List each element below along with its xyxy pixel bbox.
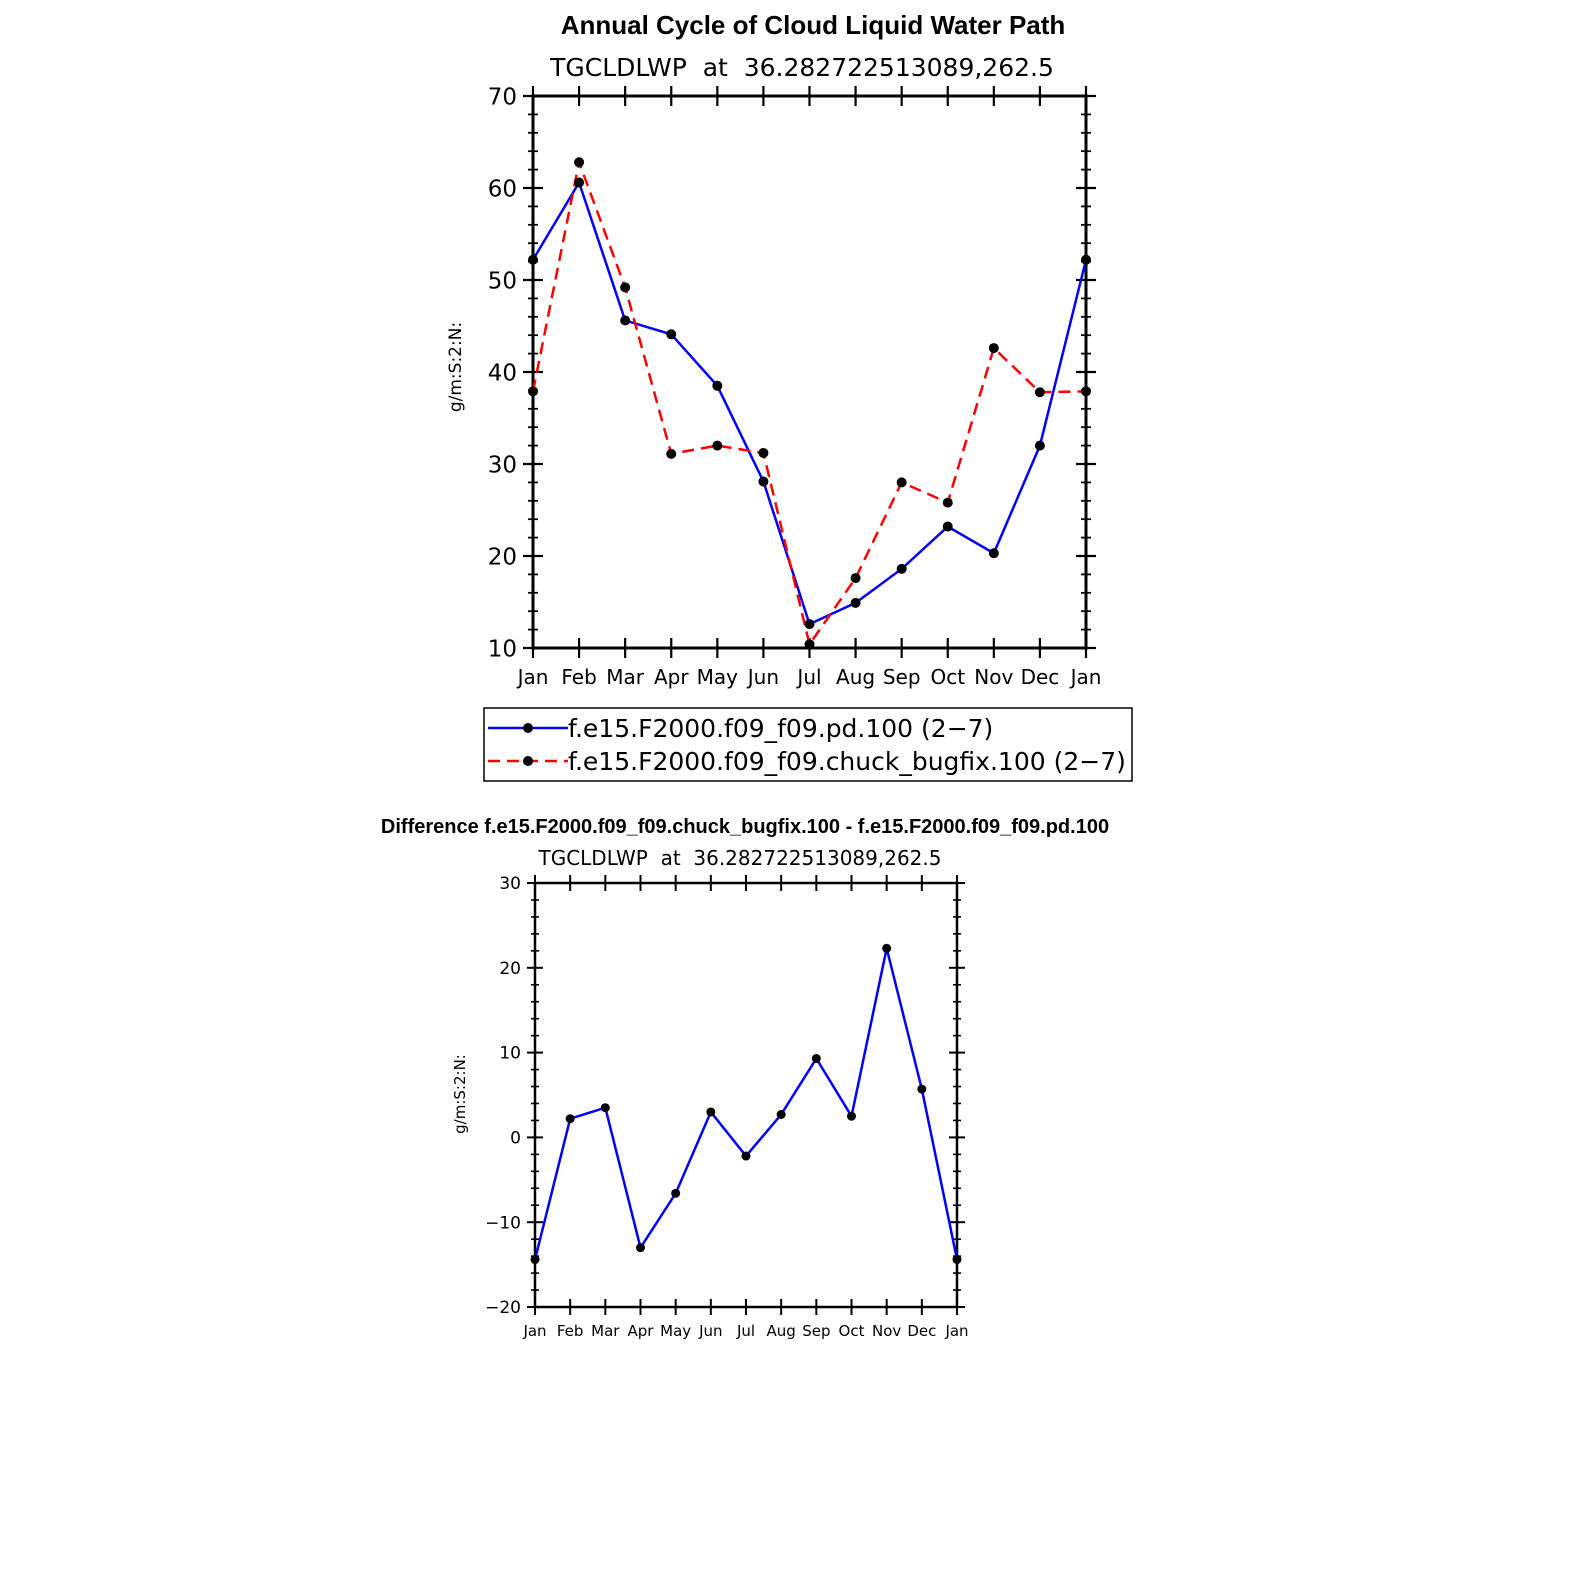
chart2-series-1-point	[636, 1243, 645, 1253]
chart2-ytick-label: −20	[485, 1298, 521, 1318]
chart1-series-2-point	[1081, 386, 1091, 397]
chart1-series-2-point	[666, 448, 677, 459]
chart1-xtick-label: Jul	[795, 665, 821, 689]
chart1-series-1-point	[850, 597, 861, 608]
chart1-y-axis-label: g/m:S:2:N:	[446, 322, 466, 412]
chart1-series-1-line	[531, 181, 1088, 626]
chart2-xtick-label: Apr	[628, 1322, 655, 1340]
chart2-xtick-label: Jan	[522, 1322, 546, 1340]
chart2-series-1-point	[776, 1110, 786, 1120]
chart2-xtick-label: May	[660, 1322, 691, 1340]
chart1-series-2-point	[850, 573, 861, 584]
legend-label-series-1: f.e15.F2000.f09_f09.pd.100 (2−7)	[568, 714, 993, 743]
chart1-xtick-label: May	[697, 665, 739, 689]
chart1-subtitle: TGCLDLWP at 36.282722513089,262.5	[549, 53, 1054, 82]
chart2-xtick-label: Feb	[557, 1322, 584, 1340]
chart1-series-2-point	[528, 386, 538, 397]
legend-marker-series-1	[523, 723, 533, 733]
chart1-xtick-label: Dec	[1021, 665, 1060, 689]
chart1-series-2-point	[620, 282, 631, 293]
chart2-series-1-point	[530, 1255, 540, 1265]
chart1-ytick-label: 10	[488, 636, 517, 662]
chart1-series-2-point	[896, 477, 907, 488]
chart2-xtick-label: Jan	[944, 1322, 968, 1340]
chart1-xtick-label: Apr	[654, 665, 689, 689]
chart2-series-1-point	[847, 1111, 856, 1121]
chart2-ytick-label: 10	[499, 1044, 521, 1064]
chart1-ytick-label: 60	[488, 176, 517, 202]
chart1-legend: f.e15.F2000.f09_f09.pd.100 (2−7) f.e15.F…	[483, 707, 1133, 782]
chart2-series-1-point	[600, 1103, 610, 1113]
chart2-ytick-label: −10	[485, 1213, 521, 1233]
chart1-series-2-point	[804, 639, 815, 650]
chart2-xtick-label: Jun	[698, 1322, 722, 1340]
chart2-series-1-line	[533, 947, 959, 1260]
chart2-series-1-point	[811, 1054, 821, 1064]
chart1-series-1-point	[942, 521, 953, 532]
chart1-xtick-label: Jan	[1069, 665, 1102, 689]
chart2-xtick-label: Oct	[839, 1322, 865, 1340]
chart1-series-2-point	[758, 447, 769, 458]
chart2-series-1-point	[741, 1151, 751, 1161]
chart1-series-1-point	[620, 315, 631, 326]
chart1-series-2-line	[531, 160, 1087, 646]
chart1-series-1-point	[574, 177, 585, 188]
chart1-ytick-label: 70	[488, 84, 517, 110]
chart1-series-1-point	[1034, 440, 1045, 451]
chart2-plot: −20 −10 0 10 20 30 Jan Feb Mar Apr May Jun Jul Aug Sep…	[485, 874, 968, 1340]
chart1-title: Annual Cycle of Cloud Liquid Water Path	[561, 10, 1066, 40]
legend-marker-series-2	[523, 756, 533, 766]
chart2-xtick-label: Mar	[591, 1322, 620, 1340]
chart1-ytick-label: 40	[488, 360, 517, 386]
chart1-plot: 10 20 30 40 50 60 70 Jan Feb Mar Apr May Jun Jul Aug Se…	[488, 84, 1102, 689]
chart1-series-1-point	[528, 254, 538, 265]
chart1-xtick-label: Oct	[930, 665, 965, 689]
chart1-series-1-point	[712, 380, 723, 391]
chart1-ytick-label: 50	[488, 268, 517, 294]
chart1-series-1-point	[896, 563, 907, 574]
chart1-ytick-label: 30	[488, 452, 517, 478]
chart2-y-axis-label: g/m:S:2:N:	[451, 1054, 469, 1134]
chart1-series-2-point	[712, 440, 723, 451]
chart2-series-1-point	[882, 943, 892, 953]
chart2-xtick-label: Jul	[736, 1322, 755, 1340]
chart2-series-1-point	[952, 1255, 962, 1265]
chart1-xtick-label: Mar	[606, 665, 645, 689]
legend-label-series-2: f.e15.F2000.f09_f09.chuck_bugfix.100 (2−…	[568, 747, 1126, 776]
chart1-series-1-point	[758, 476, 769, 487]
legend-box	[483, 707, 1133, 782]
chart1-series-1-point	[804, 619, 815, 630]
chart2-ytick-label: 30	[499, 874, 521, 894]
chart1-series-1-point	[1081, 254, 1091, 265]
chart2-series-1-point	[671, 1188, 681, 1198]
chart1-series-2-point	[988, 343, 999, 354]
chart1-xtick-label: Jan	[516, 665, 549, 689]
chart1-xtick-label: Feb	[561, 665, 596, 689]
chart2-series-1-point	[565, 1114, 575, 1124]
chart2-series-1-point	[706, 1107, 716, 1117]
chart1-series-2-point	[574, 157, 585, 168]
chart1-series-1-point	[666, 329, 677, 340]
chart2-series-1-point	[917, 1084, 927, 1094]
chart2-xtick-label: Nov	[872, 1322, 901, 1340]
chart1-series-2-point	[1034, 387, 1045, 398]
chart2-subtitle: TGCLDLWP at 36.282722513089,262.5	[537, 846, 941, 870]
chart2-frame	[533, 881, 959, 1309]
chart2-xtick-label: Dec	[907, 1322, 936, 1340]
chart1-ytick-label: 20	[488, 544, 517, 570]
chart2-title: Difference f.e15.F2000.f09_f09.chuck_bug…	[381, 816, 1109, 838]
chart2-xtick-label: Sep	[802, 1322, 830, 1340]
chart1-series-2-point	[942, 497, 953, 508]
chart1-frame	[531, 94, 1088, 650]
chart1-xtick-label: Jun	[746, 665, 779, 689]
chart1-series-1-point	[988, 548, 999, 559]
chart2-ytick-label: 0	[510, 1129, 521, 1149]
chart1-xtick-label: Nov	[974, 665, 1013, 689]
chart1-xtick-label: Sep	[883, 665, 921, 689]
chart2-ytick-label: 20	[499, 959, 521, 979]
chart2-xtick-label: Aug	[767, 1322, 796, 1340]
chart1-xtick-label: Aug	[836, 665, 875, 689]
